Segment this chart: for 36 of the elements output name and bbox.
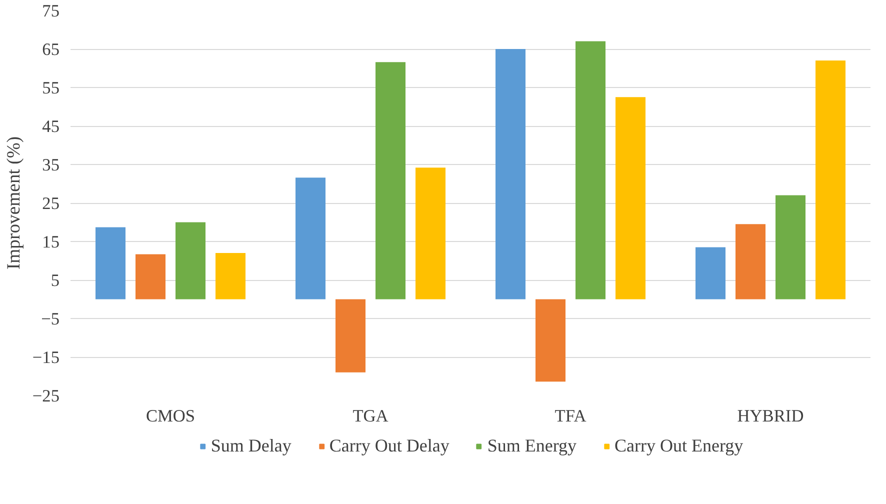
bar <box>136 254 166 300</box>
y-tick-label: 55 <box>42 78 60 98</box>
bar <box>776 195 806 300</box>
bar <box>96 227 126 300</box>
y-tick-label: 35 <box>42 156 60 174</box>
y-axis-title: Improvement (%) <box>3 136 24 270</box>
y-tick-label: 75 <box>42 2 60 20</box>
y-tick-label: 45 <box>42 117 60 136</box>
bar <box>616 97 646 300</box>
x-tick-label: CMOS <box>146 406 196 426</box>
x-tick-label: HYBRID <box>737 406 804 426</box>
legend-label: Carry Out Delay <box>329 436 450 456</box>
bar <box>696 247 726 300</box>
bar <box>376 62 406 300</box>
y-tick-label: 25 <box>42 194 60 213</box>
bar <box>216 253 246 300</box>
y-tick-label: 65 <box>42 40 60 59</box>
bar <box>336 299 366 372</box>
bar <box>416 168 446 300</box>
x-tick-label: TGA <box>352 406 389 426</box>
y-tick-label: 15 <box>42 232 60 252</box>
bar <box>296 178 326 300</box>
y-tick-label: −15 <box>32 348 60 367</box>
bar <box>736 224 766 300</box>
x-tick-label: TFA <box>554 406 587 426</box>
y-tick-label: −25 <box>32 386 60 406</box>
legend-label: Sum Delay <box>210 436 292 456</box>
bar <box>536 299 566 382</box>
bar <box>496 49 526 300</box>
y-tick-label: −5 <box>41 310 60 328</box>
bar <box>176 222 206 300</box>
legend-label: Sum Energy <box>487 436 576 456</box>
bar <box>816 60 846 300</box>
bar <box>576 41 606 300</box>
legend-label: Carry Out Energy <box>614 436 744 456</box>
y-tick-label: 5 <box>50 271 60 290</box>
